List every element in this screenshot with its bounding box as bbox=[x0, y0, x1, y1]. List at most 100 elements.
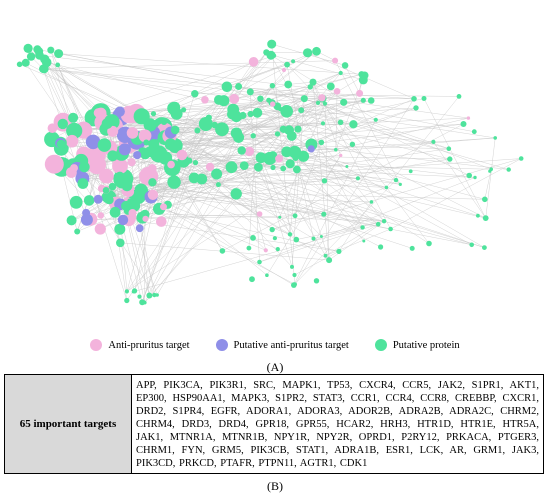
network-node bbox=[270, 101, 276, 107]
network-node bbox=[320, 121, 326, 126]
network-edge bbox=[260, 157, 297, 240]
network-edge bbox=[140, 98, 305, 191]
network-node bbox=[309, 78, 317, 86]
network-node bbox=[482, 245, 487, 251]
network-node bbox=[126, 127, 139, 139]
network-node bbox=[83, 195, 95, 206]
network-edge bbox=[283, 168, 379, 225]
network-node bbox=[288, 145, 302, 159]
network-node bbox=[121, 180, 133, 192]
network-node bbox=[408, 169, 413, 174]
network-node bbox=[409, 245, 415, 251]
network-edge bbox=[183, 109, 297, 240]
network-node bbox=[116, 238, 125, 248]
network-node bbox=[215, 182, 221, 188]
network-node bbox=[118, 143, 131, 156]
network-edge bbox=[258, 107, 417, 168]
network-edge bbox=[181, 55, 275, 156]
network-node bbox=[65, 134, 79, 148]
network-node bbox=[97, 212, 105, 219]
network-node bbox=[155, 293, 159, 297]
network-node bbox=[120, 105, 139, 124]
network-node bbox=[284, 61, 290, 68]
network-node bbox=[250, 235, 256, 241]
network-node bbox=[369, 200, 374, 204]
network-node bbox=[16, 61, 23, 68]
network-node bbox=[246, 88, 254, 96]
network-node bbox=[275, 154, 283, 163]
network-node bbox=[246, 245, 252, 251]
network-edge bbox=[344, 65, 360, 94]
network-node bbox=[133, 151, 142, 160]
network-node bbox=[54, 49, 64, 59]
network-node bbox=[69, 195, 83, 209]
network-edge bbox=[338, 201, 372, 252]
network-node bbox=[147, 123, 155, 131]
network-node bbox=[194, 127, 201, 134]
network-node bbox=[244, 146, 255, 157]
network-node bbox=[205, 162, 215, 172]
network-edge bbox=[197, 117, 469, 131]
network-node bbox=[278, 106, 283, 112]
network-node bbox=[26, 52, 36, 61]
network-node bbox=[219, 248, 226, 254]
network-node bbox=[93, 108, 104, 118]
network-node bbox=[140, 149, 151, 160]
network-node bbox=[250, 133, 256, 139]
network-edge bbox=[485, 137, 496, 219]
network-node bbox=[239, 111, 247, 120]
network-node bbox=[334, 147, 338, 152]
network-node bbox=[326, 257, 333, 264]
targets-list: APP, PIK3CA, PIK3R1, SRC, MAPK1, TP53, C… bbox=[131, 374, 544, 474]
network-edge bbox=[304, 98, 492, 170]
network-edge bbox=[170, 51, 317, 165]
network-node bbox=[341, 62, 349, 69]
network-node bbox=[80, 213, 93, 226]
network-node bbox=[107, 150, 119, 162]
network-node bbox=[82, 208, 91, 217]
network-node bbox=[256, 211, 263, 217]
network-node bbox=[281, 67, 287, 73]
network-graph bbox=[16, 39, 524, 306]
network-node bbox=[360, 97, 366, 103]
network-node bbox=[384, 185, 389, 190]
network-edge bbox=[194, 93, 460, 97]
network-edge bbox=[44, 68, 239, 87]
network-node bbox=[321, 211, 327, 217]
network-node bbox=[298, 107, 305, 114]
network-node bbox=[447, 156, 453, 162]
network-edge bbox=[170, 144, 485, 248]
network-node bbox=[117, 214, 129, 226]
network-node bbox=[290, 264, 294, 269]
network-node bbox=[114, 106, 125, 117]
network-edge bbox=[226, 86, 415, 99]
network-node bbox=[143, 139, 150, 146]
network-node bbox=[421, 96, 427, 101]
network-edge bbox=[141, 117, 209, 303]
network-node bbox=[319, 235, 323, 238]
network-edge bbox=[291, 123, 324, 137]
network-node bbox=[426, 240, 432, 247]
legend-label-putative-anti-pruritus: Putative anti-pruritus target bbox=[233, 339, 349, 351]
network-node bbox=[272, 236, 277, 241]
network-node bbox=[300, 95, 308, 103]
network-edge bbox=[183, 161, 314, 239]
network-node bbox=[279, 125, 288, 133]
network-edge bbox=[175, 129, 296, 217]
network-node bbox=[47, 123, 58, 133]
network-node bbox=[47, 46, 55, 54]
panel-label-a: (A) bbox=[266, 360, 284, 374]
network-node bbox=[280, 105, 294, 118]
network-node bbox=[252, 107, 263, 118]
network-node bbox=[336, 248, 342, 254]
network-edge bbox=[250, 91, 260, 263]
network-node bbox=[146, 292, 153, 299]
network-node bbox=[311, 236, 316, 241]
network-node bbox=[303, 48, 313, 58]
network-node bbox=[44, 154, 64, 174]
network-node bbox=[321, 178, 328, 184]
network-edge bbox=[241, 150, 476, 178]
network-edge bbox=[156, 167, 232, 296]
network-edge bbox=[208, 117, 322, 237]
network-edge bbox=[259, 177, 476, 263]
